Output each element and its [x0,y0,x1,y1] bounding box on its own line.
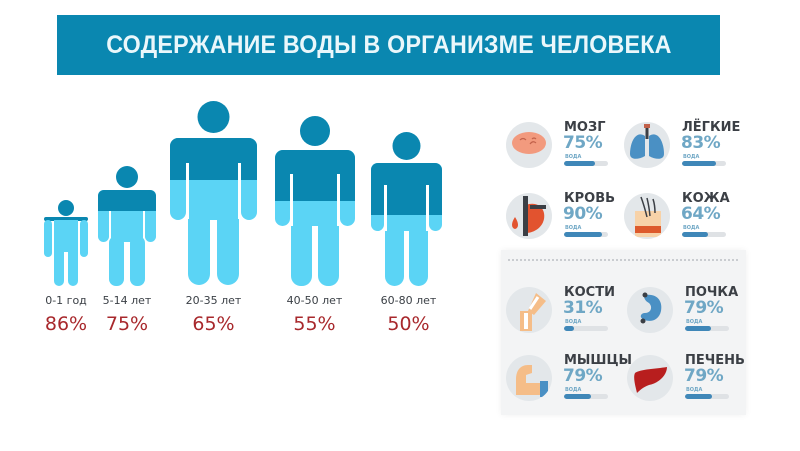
organ-percent: 79% [563,366,603,386]
age-label: 40-50 лет [286,294,343,307]
skin-icon [624,193,670,239]
water-bar [685,394,729,399]
percent-label: 55% [293,313,336,335]
water-bar [564,232,608,237]
organ-name: КОЖА [682,191,730,206]
organ-muscles: МЫШЦЫ 79% ВОДА [506,353,632,415]
organ-percent: 79% [684,366,724,386]
organ-lungs: ЛЁГКИЕ 83% ВОДА [624,120,744,182]
water-bar [682,161,726,166]
organ-name: ЛЁГКИЕ [682,120,741,135]
organ-percent: 90% [563,204,603,224]
organ-skin: КОЖА 64% ВОДА [624,191,744,253]
age-label: 0-1 год [45,294,87,307]
percent-label: 65% [192,313,235,335]
stomach-icon [627,287,673,333]
organ-sub: ВОДА [565,154,582,160]
organ-blood: КРОВЬ 90% ВОДА [506,191,626,253]
organ-name: КОСТИ [564,285,615,300]
organ-sub: ВОДА [686,319,703,325]
organ-percent: 83% [681,133,721,153]
organ-name: ПОЧКА [685,285,739,300]
organ-percent: 64% [681,204,721,224]
water-bar [564,394,608,399]
organ-sub: ВОДА [565,319,582,325]
muscle-icon [506,355,552,401]
figure-adult-20-35-icon [170,101,257,285]
percent-label: 75% [105,313,149,335]
organ-bones: КОСТИ 31% ВОДА [506,285,626,347]
percent-label: 50% [387,313,430,335]
page-title: СОДЕРЖАНИЕ ВОДЫ В ОРГАНИЗМЕ ЧЕЛОВЕКА [105,30,672,59]
water-bar [564,161,608,166]
brain-icon [506,122,552,168]
organ-sub: ВОДА [683,154,700,160]
organ-percent: 31% [563,298,603,318]
organ-kidney: ПОЧКА 79% ВОДА [627,285,747,347]
organ-name: МЫШЦЫ [564,353,632,368]
figure-adult-40-50-icon [275,116,355,286]
figure-infant-icon [44,200,88,286]
dotted-divider [508,259,738,261]
figure-child-icon [98,166,156,286]
liver-icon [627,355,673,401]
percent-label: 86% [44,313,88,335]
organ-name: ПЕЧЕНЬ [685,353,745,368]
water-bar [682,232,726,237]
title-banner: СОДЕРЖАНИЕ ВОДЫ В ОРГАНИЗМЕ ЧЕЛОВЕКА [57,15,720,75]
organ-percent: 75% [563,133,603,153]
age-label: 20-35 лет [185,294,242,307]
water-bar [564,326,608,331]
organ-sub: ВОДА [565,225,582,231]
organ-sub: ВОДА [686,387,703,393]
age-label: 60-80 лет [380,294,437,307]
bone-icon [506,287,552,333]
organ-liver: ПЕЧЕНЬ 79% ВОДА [627,353,747,415]
organ-name: КРОВЬ [564,191,616,206]
organ-percent: 79% [684,298,724,318]
organ-brain: МОЗГ 75% ВОДА [506,120,626,182]
water-bar [685,326,729,331]
figure-adult-60-80-icon [371,132,442,286]
age-label: 5-14 лет [102,294,152,307]
heart-blood-icon [506,193,552,239]
lungs-icon [624,122,670,168]
organ-name: МОЗГ [564,120,606,135]
organ-sub: ВОДА [683,225,700,231]
organ-sub: ВОДА [565,387,582,393]
